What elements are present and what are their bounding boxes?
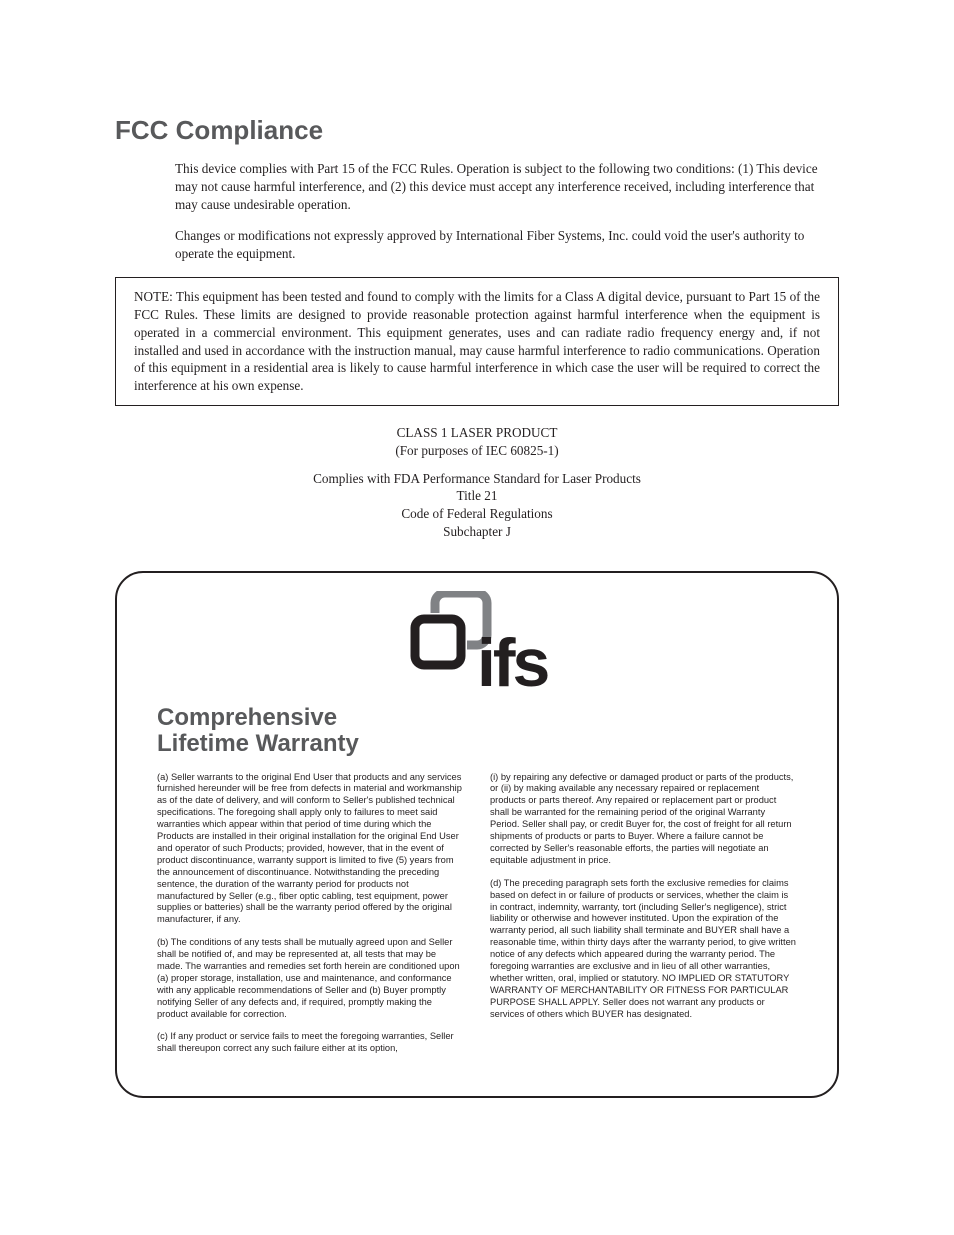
fda-compliance-block: Complies with FDA Performance Standard f…: [115, 470, 839, 541]
warranty-clause-d: (d) The preceding paragraph sets forth t…: [490, 878, 797, 1021]
warranty-columns: (a) Seller warrants to the original End …: [157, 772, 797, 1067]
warranty-clause-b: (b) The conditions of any tests shall be…: [157, 937, 464, 1020]
warranty-column-right: (i) by repairing any defective or damage…: [490, 772, 797, 1067]
fda-line-4: Subchapter J: [115, 523, 839, 541]
warranty-clause-a: (a) Seller warrants to the original End …: [157, 772, 464, 927]
fcc-note-box: NOTE: This equipment has been tested and…: [115, 277, 839, 406]
fda-line-2: Title 21: [115, 487, 839, 505]
ifs-logo: ifs: [377, 591, 577, 701]
laser-class-block: CLASS 1 LASER PRODUCT (For purposes of I…: [115, 424, 839, 460]
laser-line-1: CLASS 1 LASER PRODUCT: [115, 424, 839, 442]
fcc-note-text: NOTE: This equipment has been tested and…: [134, 289, 820, 393]
heading-fcc-compliance: FCC Compliance: [115, 115, 839, 146]
fcc-intro-block: This device complies with Part 15 of the…: [175, 160, 829, 263]
fcc-paragraph-2: Changes or modifications not expressly a…: [175, 227, 829, 263]
warranty-clause-c-part1: (c) If any product or service fails to m…: [157, 1031, 464, 1055]
heading-warranty: Comprehensive Lifetime Warranty: [157, 705, 797, 758]
laser-line-2: (For purposes of IEC 60825-1): [115, 442, 839, 460]
fcc-paragraph-1: This device complies with Part 15 of the…: [175, 160, 829, 213]
logo-text: ifs: [477, 625, 549, 701]
warranty-heading-line-2: Lifetime Warranty: [157, 731, 797, 757]
warranty-clause-c-part2: (i) by repairing any defective or damage…: [490, 772, 797, 867]
warranty-column-left: (a) Seller warrants to the original End …: [157, 772, 464, 1067]
fda-line-1: Complies with FDA Performance Standard f…: [115, 470, 839, 488]
warranty-heading-line-1: Comprehensive: [157, 705, 797, 731]
warranty-panel: ifs Comprehensive Lifetime Warranty (a) …: [115, 571, 839, 1098]
fda-line-3: Code of Federal Regulations: [115, 505, 839, 523]
